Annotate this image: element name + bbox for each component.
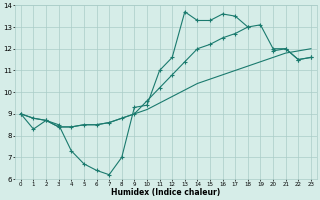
X-axis label: Humidex (Indice chaleur): Humidex (Indice chaleur) [111,188,220,197]
